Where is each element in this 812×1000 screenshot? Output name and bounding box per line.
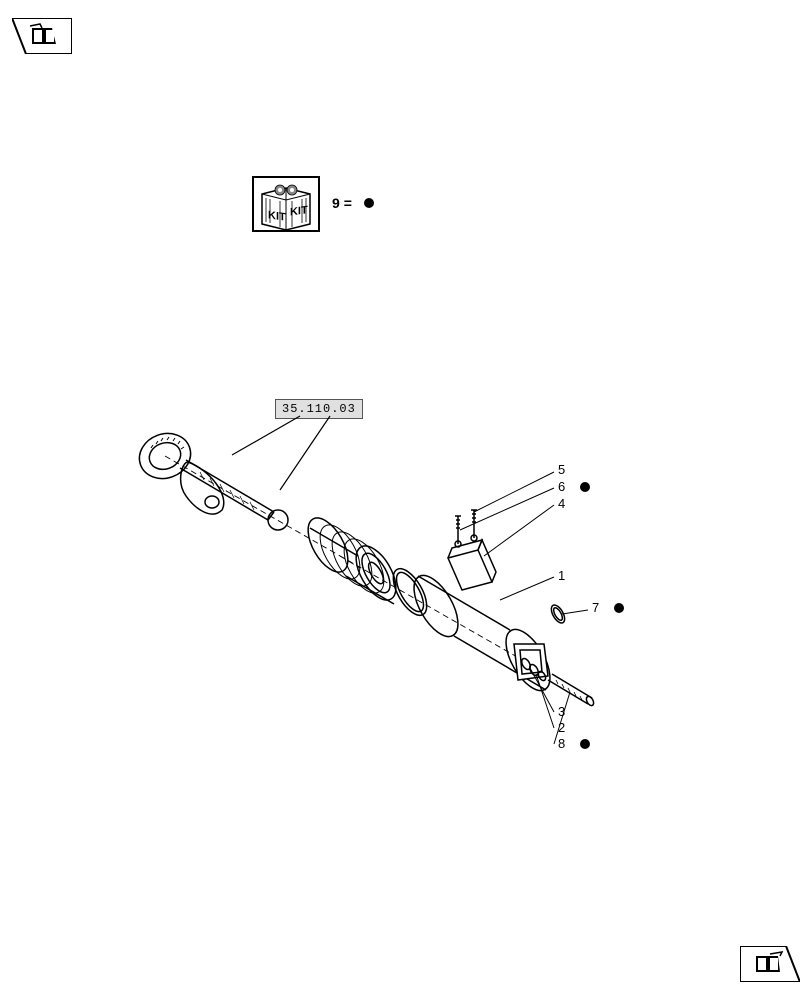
callout-8: 8: [558, 736, 565, 751]
callout-2: 2: [558, 720, 565, 735]
callout-1: 1: [558, 568, 565, 583]
callout-4: 4: [558, 496, 565, 511]
callout-6-dot: [580, 482, 590, 492]
callout-3: 3: [558, 704, 565, 719]
piston: [300, 512, 404, 607]
cylinder-body: [405, 510, 559, 697]
splined-lever: [133, 426, 288, 530]
callout-8-dot: [580, 739, 590, 749]
callout-7-dot: [614, 603, 624, 613]
seal-ring: [387, 563, 434, 620]
callout-5: 5: [558, 462, 565, 477]
callout-6: 6: [558, 479, 565, 494]
callout-7: 7: [592, 600, 599, 615]
